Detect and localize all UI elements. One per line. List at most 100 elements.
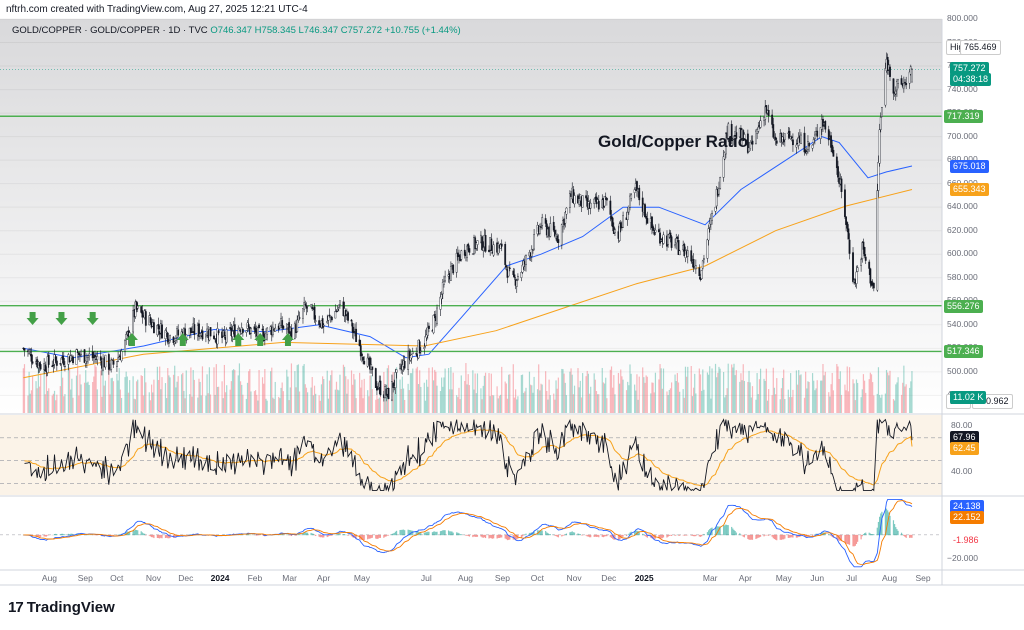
candle-body (792, 139, 794, 146)
volume-bar (540, 383, 542, 413)
macd-histogram-bar (590, 534, 592, 538)
volume-bar (645, 375, 647, 413)
volume-bar (189, 394, 191, 413)
volume-bar (593, 373, 595, 413)
volume-bar (303, 364, 305, 413)
macd-histogram-bar (788, 534, 791, 538)
symbol-legend[interactable]: GOLD/COPPER · GOLD/COPPER · 1D · TVC O74… (12, 25, 461, 36)
candle-body (560, 224, 563, 246)
volume-bar (307, 392, 309, 413)
macd-histogram-bar (472, 534, 474, 538)
candle-body (757, 126, 760, 132)
candle-body (840, 178, 843, 192)
macd-histogram-bar (420, 532, 422, 536)
candle-body (60, 357, 63, 365)
macd-histogram-bar (716, 526, 718, 536)
candle-body (618, 223, 621, 241)
macd-histogram-bar (610, 534, 613, 538)
volume-bar (124, 377, 126, 413)
candle-body (827, 129, 830, 141)
macd-histogram-bar (416, 531, 418, 536)
macd-histogram-bar (792, 534, 794, 538)
candle-body (443, 280, 445, 285)
volume-bar (764, 380, 766, 413)
candle-body (505, 265, 508, 268)
macd-histogram-bar (456, 532, 458, 536)
macd-histogram-bar (441, 530, 443, 536)
macd-histogram-bar (320, 534, 323, 538)
volume-bar (172, 374, 175, 413)
macd-histogram-bar (667, 534, 669, 537)
macd-histogram-bar (642, 533, 644, 536)
volume-bar (787, 389, 789, 413)
candle-body (605, 198, 608, 201)
macd-histogram-bar (659, 534, 661, 539)
volume-bar (436, 385, 438, 413)
macd-histogram-bar (460, 534, 462, 536)
volume-bar (464, 380, 466, 413)
macd-histogram-bar (565, 533, 568, 536)
candle-body (771, 114, 774, 125)
tradingview-logo[interactable]: 17 TradingView (8, 599, 115, 616)
candle-body (525, 255, 527, 265)
macd-histogram-bar (691, 534, 693, 536)
macd-histogram-bar (605, 534, 607, 537)
volume-bar (699, 374, 702, 413)
volume-bar (691, 396, 693, 413)
macd-histogram-bar (902, 534, 904, 536)
candle-body (789, 136, 792, 140)
candle-body (467, 243, 470, 251)
candle-body (69, 355, 72, 361)
macd-signal-line (23, 500, 913, 566)
macd-histogram-bar (747, 534, 749, 539)
volume-bar (231, 370, 234, 413)
volume-bar (465, 363, 467, 413)
macd-histogram-bar (475, 534, 477, 537)
candle-body (900, 78, 903, 85)
macd-histogram-bar (554, 534, 556, 536)
volume-bar (524, 391, 526, 413)
macd-histogram-bar (304, 532, 306, 536)
volume-bar (213, 367, 215, 413)
macd-histogram-bar (781, 534, 784, 540)
macd-histogram-bar (703, 533, 705, 536)
macd-histogram-bar (490, 534, 492, 539)
macd-histogram-bar (153, 534, 155, 539)
volume-bar (201, 366, 204, 413)
macd-histogram-bar (473, 534, 475, 537)
price-tick-label: 580.000 (947, 271, 978, 282)
volume-bar (72, 397, 74, 413)
candle-body (310, 304, 312, 308)
candle-body (62, 358, 65, 365)
volume-bar (439, 391, 442, 413)
macd-histogram-bar (67, 533, 69, 536)
candle-body (565, 207, 568, 215)
volume-bar (902, 382, 904, 413)
candle-body (667, 234, 670, 245)
time-tick-label: Apr (738, 573, 752, 583)
volume-bar (174, 365, 176, 413)
volume-bar (625, 390, 628, 413)
volume-bar (444, 368, 446, 413)
volume-bar (312, 395, 314, 413)
volume-bar (370, 375, 372, 413)
candle-body (321, 318, 324, 328)
volume-bar (740, 373, 742, 413)
candle-body (241, 328, 244, 333)
candle-body (401, 364, 404, 371)
volume-bar (177, 376, 179, 413)
candle-body (708, 223, 711, 228)
candle-body (719, 177, 722, 189)
volume-bar (586, 370, 588, 413)
macd-histogram-bar (521, 534, 524, 537)
macd-histogram-bar (312, 533, 314, 536)
macd-histogram-bar (497, 534, 499, 539)
macd-histogram-bar (157, 534, 160, 539)
macd-histogram-bar (111, 534, 113, 536)
candle-body (392, 382, 395, 388)
volume-bar (109, 394, 111, 413)
time-tick-label: May (775, 573, 792, 583)
candle-body (879, 117, 882, 130)
volume-bar (263, 383, 265, 413)
